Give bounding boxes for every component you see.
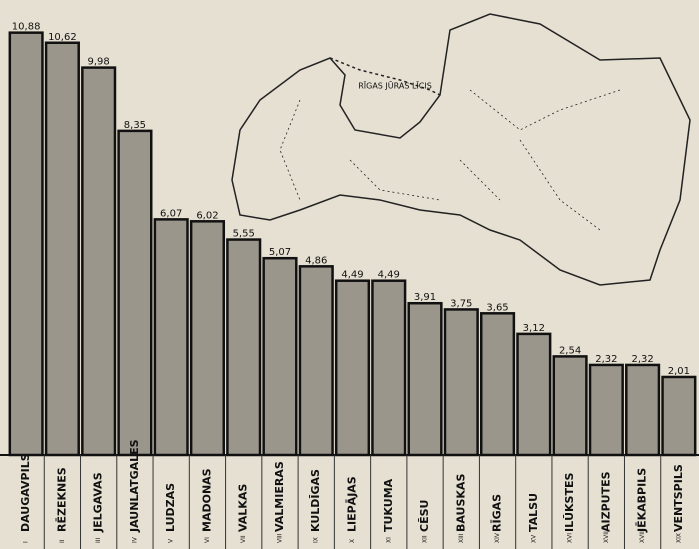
category-numeral: XVIII [639,529,646,543]
value-label: 10,88 [12,22,41,33]
value-label: 3,65 [486,302,508,313]
value-label: 9,98 [88,57,110,68]
map-coast [329,57,441,96]
x-tick-label: TALSU [527,493,540,532]
value-label: 4,86 [305,255,327,266]
x-tick-label: RĒZEKNES [55,467,68,532]
bar [443,308,479,457]
category-numeral: X [349,539,356,543]
category-numeral: V [168,538,175,543]
x-tick-label: JĒKABPILS [636,468,649,533]
x-tick-label: AIZPUTES [599,471,612,532]
category-numeral: VII [240,535,247,543]
bar [262,256,298,457]
bar [298,265,334,457]
x-tick-label: JELGAVAS [92,472,105,533]
x-tick-label: KULDĪGAS [309,469,322,532]
x-tick-label: CĒSU [418,500,431,532]
bar [516,332,552,457]
category-numeral: VIII [276,533,283,543]
bar [479,312,516,457]
x-tick-label: VALMIERAS [273,461,286,532]
value-label: 6,02 [196,210,218,221]
map [231,13,691,286]
map-borders [279,89,621,231]
x-tick-label: JAUNLATGALES [128,439,141,533]
x-tick-label: VALKAS [237,484,250,532]
value-label: 2,32 [595,354,617,365]
value-label: 3,12 [523,323,545,334]
bar [189,220,226,457]
bar [661,375,697,457]
value-label: 6,07 [160,208,182,219]
value-label: 4,49 [341,270,363,281]
x-tick-label: BAUSKAS [454,474,467,532]
category-numeral: XIV [494,532,501,543]
category-numeral: XII [422,535,429,543]
bar [226,238,262,457]
x-tick-label: ILŪKSTES [563,473,576,532]
category-numeral: II [59,539,66,543]
value-label: 2,32 [631,354,653,365]
value-label: 5,07 [269,247,291,258]
value-label: 2,01 [668,366,690,377]
bar [334,279,371,457]
value-label: 10,62 [48,32,77,43]
category-numeral: IV [131,536,138,543]
x-tick-label: LUDZAS [164,483,177,532]
value-label: 2,54 [559,345,581,356]
x-tick-label: TUKUMA [382,478,395,532]
map-annotation: RĪGAS JŪRAS LĪCIS [358,81,432,91]
value-label: 3,75 [450,298,472,309]
category-numeral: XIX [675,533,682,543]
category-numeral: XIII [458,533,465,543]
map-outline [231,13,691,286]
bar [81,66,117,457]
x-tick-label: VENTSPILS [672,464,685,532]
value-label: 5,55 [233,229,255,240]
category-numeral: XV [530,534,537,543]
bar [44,41,80,457]
bar [552,355,588,457]
category-numeral: III [95,537,102,543]
bar [588,363,624,457]
x-tick-label: RĪGAS [491,494,504,532]
category-numeral: IX [313,537,320,543]
x-tick-label: MADONAS [200,468,213,532]
category-numeral: I [23,541,30,543]
x-tick-label: DAUGAVPILS [19,453,32,532]
category-numeral: VI [204,537,211,543]
bar [407,301,443,457]
value-label: 4,49 [378,270,400,281]
value-label: 3,91 [414,292,436,303]
bar [8,31,44,457]
bar [625,363,661,457]
category-numeral: XI [385,537,392,543]
category-numeral: XVII [603,531,610,543]
value-label: 8,35 [124,120,146,131]
category-numeral: XVI [567,533,574,543]
bar [153,218,189,457]
bar [117,129,153,457]
bar [371,279,407,457]
x-tick-label: LIEPĀJAS [346,476,359,532]
